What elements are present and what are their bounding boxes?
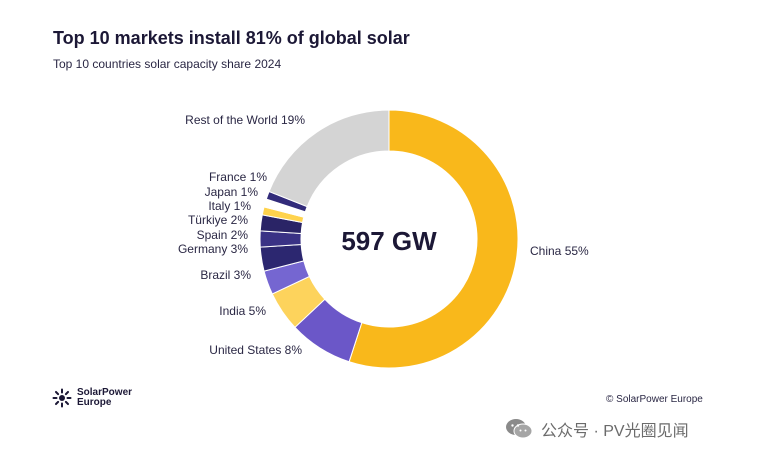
label-china: China 55% xyxy=(530,244,589,258)
label-spain: Spain 2% xyxy=(197,228,249,242)
label-germany: Germany 3% xyxy=(178,242,248,256)
chart-subtitle: Top 10 countries solar capacity share 20… xyxy=(53,57,282,71)
label-japan: Japan 1% xyxy=(205,185,259,199)
slice-china xyxy=(348,109,519,369)
label-france: France 1% xyxy=(209,170,267,184)
logo-line-1: SolarPower xyxy=(77,387,133,398)
label-rest-of-the-world: Rest of the World 19% xyxy=(185,113,305,127)
wechat-watermark: 公众号 · PV光圈见闻 xyxy=(505,417,689,441)
label-united-states: United States 8% xyxy=(209,343,302,357)
slice-rest-of-the-world xyxy=(268,109,390,208)
center-total-label: 597 GW xyxy=(341,226,437,256)
slice-labels: China 55% United States 8% India 5% Brazil … xyxy=(178,113,589,357)
solarpower-europe-logo: SolarPower Europe xyxy=(52,388,147,408)
chart-title: Top 10 markets install 81% of global sol… xyxy=(53,28,410,48)
label-italy: Italy 1% xyxy=(208,199,251,213)
donut-slices xyxy=(259,109,519,369)
sun-icon xyxy=(52,388,72,408)
label-india: India 5% xyxy=(219,304,266,318)
logo-line-2: Europe xyxy=(77,397,112,408)
label-brazil: Brazil 3% xyxy=(200,268,251,282)
wechat-icon xyxy=(506,419,533,439)
copyright-text: © SolarPower Europe xyxy=(606,394,703,405)
label-t-rkiye: Türkiye 2% xyxy=(188,213,248,227)
watermark-text: 公众号 · PV光圈见闻 xyxy=(541,423,689,440)
